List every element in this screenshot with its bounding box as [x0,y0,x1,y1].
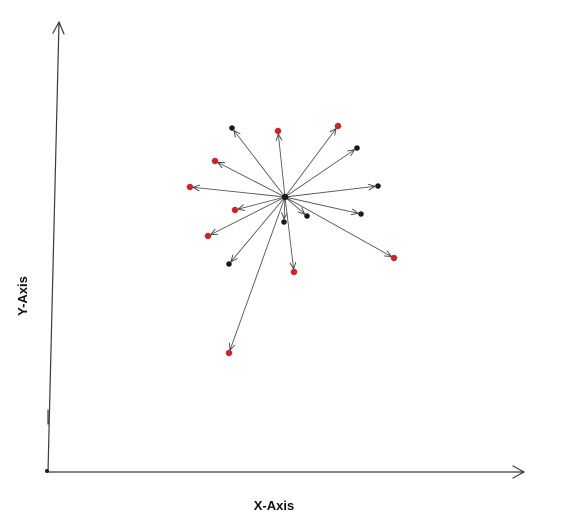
vector-line [284,185,376,198]
red-point [290,268,298,276]
vector-line [230,196,286,262]
vector-line [277,133,286,198]
vector-arrowhead [297,207,306,215]
vector-line [284,196,359,214]
vector-line [237,196,286,210]
y-axis [47,21,65,473]
vector-arrowhead [230,254,238,263]
red-point [186,183,194,191]
y-axis-arrowhead [52,21,65,35]
vector-fan [186,122,398,357]
vector-arrowhead [347,149,355,157]
vector-arrowhead [281,212,288,220]
vector-line [233,130,286,198]
vector-line [284,128,337,198]
red-point [211,157,219,165]
black-point [354,145,360,151]
vector-line [284,196,392,257]
vector-line [283,196,286,220]
x-axis [45,465,525,479]
vector-arrowhead [367,183,376,191]
red-point [274,127,282,135]
black-point [358,211,364,217]
red-point [334,122,342,130]
x-axis-arrowhead [512,465,525,479]
x-axis-label: X-Axis [254,498,294,513]
axis-origin-dot [45,469,49,473]
red-point [204,232,212,240]
vector-arrowhead [350,208,359,216]
red-point [390,254,398,262]
vector-line [192,186,286,198]
vector-line [210,196,286,236]
center-point [281,193,289,201]
red-point [225,349,233,357]
y-axis-line [47,21,60,473]
vector-line [284,196,295,270]
black-point [226,261,232,267]
vector-line [284,196,306,215]
y-axis-label: Y-Axis [15,276,30,316]
black-point [281,219,287,225]
vector-line [284,149,355,198]
vector-arrowhead [233,129,241,138]
black-point [375,183,381,189]
black-point [304,213,310,219]
red-point [231,206,239,214]
vector-line [229,196,286,351]
black-point [229,125,235,131]
vector-line [217,161,286,198]
